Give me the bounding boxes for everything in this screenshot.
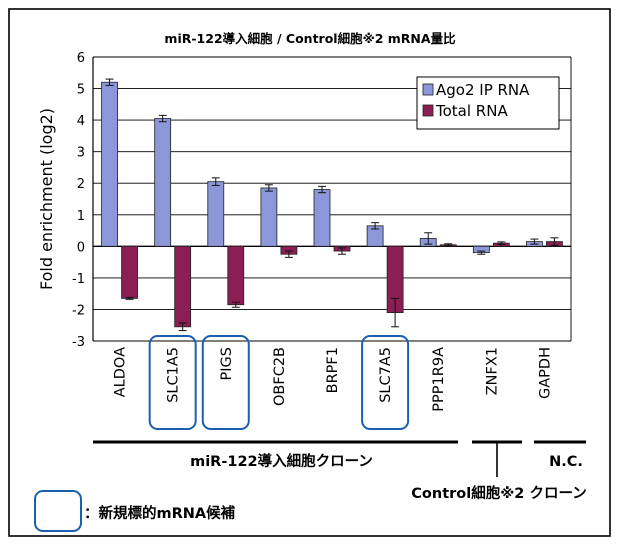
group-label: miR-122導入細胞クローン (190, 452, 373, 470)
group-label: N.C. (549, 454, 583, 470)
bar-total-rna-slc1a5 (174, 245, 192, 328)
category-label-brpf1: BRPF1 (325, 347, 341, 393)
y-tick-label: 4 (77, 114, 85, 129)
category-label-obfc2b: OBFC2B (272, 347, 288, 406)
y-tick-label: 2 (77, 177, 85, 192)
bar-ago2-ip-rna-obfc2b (260, 187, 278, 247)
category-label-aldoa: ALDOA (113, 347, 129, 397)
legend-swatch-ago2-ip-rna (422, 83, 434, 96)
y-tick-label: -2 (72, 303, 85, 318)
outer-frame (8, 8, 611, 537)
chart-title: miR-122導入細胞 / Control細胞※2 mRNA量比 (164, 31, 456, 46)
category-label-gapdh: GAPDH (537, 347, 553, 399)
category-label-znfx1: ZNFX1 (484, 347, 500, 395)
highlight-box-pigs (201, 335, 250, 430)
group-labels: miR-122導入細胞クローン N.C. Control細胞※2 クローン (93, 440, 587, 502)
legend-label-total-rna: Total RNA (435, 102, 508, 120)
y-tick-label: 3 (77, 146, 85, 161)
bar-total-rna-pigs (227, 245, 245, 306)
category-label-slc1a5: SLC1A5 (166, 347, 182, 403)
category-label-ppp1r9a: PPP1R9A (431, 347, 447, 412)
legend-label-ago2-ip-rna: Ago2 IP RNA (436, 81, 530, 99)
highlight-box-slc7a5 (361, 335, 410, 430)
y-tick-label: 0 (77, 240, 85, 255)
bar-ago2-ip-rna-brpf1 (313, 189, 331, 247)
y-tick-label: -1 (72, 272, 85, 287)
control-group-label: Control細胞※2 クローン (411, 484, 586, 502)
legend: Ago2 IP RNA Total RNA (416, 76, 560, 130)
legend-box (416, 76, 560, 130)
y-axis-label: Fold enrichment (log2) (37, 108, 56, 290)
bar-ago2-ip-rna-slc1a5 (154, 118, 172, 247)
category-label-pigs: PIGS (219, 347, 235, 380)
y-tick-label: 6 (77, 51, 85, 66)
highlight-legend-text: ：新規標的mRNA候補 (84, 504, 236, 522)
highlight-box-slc1a5 (148, 335, 197, 430)
bar-ago2-ip-rna-aldoa (101, 81, 118, 247)
y-tick-label: -3 (72, 335, 85, 350)
legend-swatch-total-rna (422, 104, 434, 117)
bar-ago2-ip-rna-pigs (207, 181, 225, 247)
category-label-slc7a5: SLC7A5 (378, 347, 394, 403)
plot-area: 6 5 4 3 2 1 0 -1 -2 -3 Fold enrichment (log2) ALDOA… (37, 51, 572, 430)
highlight-legend: ：新規標的mRNA候補 (34, 490, 236, 532)
y-tick-label: 1 (77, 209, 85, 224)
highlight-legend-box (34, 490, 82, 532)
y-tick-label: 5 (77, 83, 85, 98)
bar-total-rna-aldoa (121, 245, 138, 299)
